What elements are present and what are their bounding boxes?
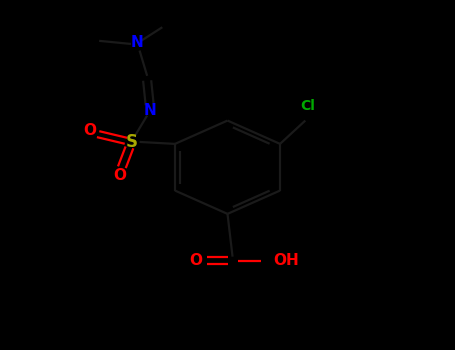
Text: O: O	[190, 253, 202, 268]
Text: N: N	[131, 35, 143, 50]
Text: O: O	[84, 123, 96, 138]
Text: OH: OH	[273, 253, 299, 268]
Text: N: N	[143, 103, 156, 118]
Text: Cl: Cl	[300, 99, 315, 113]
Text: S: S	[126, 133, 138, 151]
Text: O: O	[113, 168, 126, 183]
